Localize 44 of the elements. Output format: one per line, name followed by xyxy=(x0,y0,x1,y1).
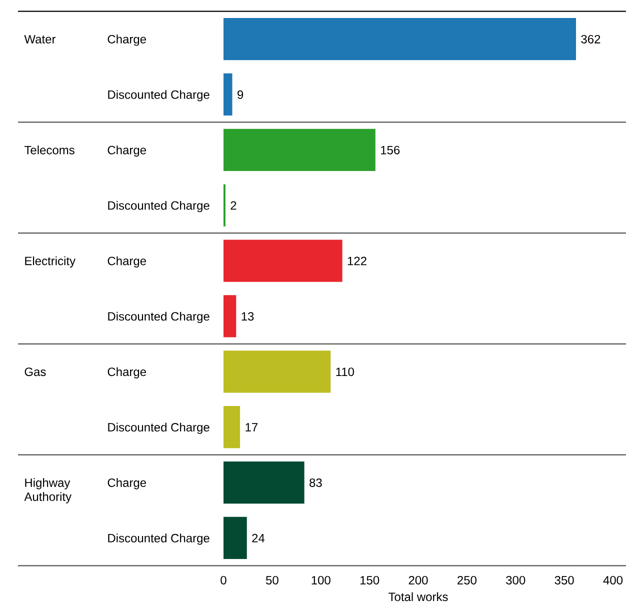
y-tick-label: Charge xyxy=(108,256,146,268)
x-tick-label: 100 xyxy=(312,576,330,584)
x-axis-title: Total works xyxy=(388,592,448,602)
x-tick-label: 150 xyxy=(360,576,380,584)
data-label: 24 xyxy=(252,534,265,542)
y-tick-label: Discounted Charge xyxy=(108,90,210,102)
data-label: 17 xyxy=(246,423,258,432)
text: Gas xyxy=(24,368,46,376)
bar xyxy=(224,350,331,393)
text: Telecoms xyxy=(24,146,74,154)
y-tick-label: Discounted Charge xyxy=(108,534,210,545)
x-tick-label: 200 xyxy=(408,576,428,584)
y-tick-label: Discounted Charge xyxy=(108,200,210,212)
data-label: 9 xyxy=(238,90,244,99)
data-label: 362 xyxy=(581,34,600,44)
bar xyxy=(224,18,576,60)
bar xyxy=(224,128,376,171)
data-label: 83 xyxy=(310,478,322,487)
y-tick-label: Charge xyxy=(108,34,146,46)
text: Electricity xyxy=(25,256,76,268)
x-tick-label: 400 xyxy=(603,576,623,584)
x-tick-label: 250 xyxy=(458,576,476,584)
y-tick-label: Discounted Charge xyxy=(108,312,210,324)
text: Water xyxy=(24,35,56,44)
data-label: 13 xyxy=(242,312,254,321)
x-tick-label: 0 xyxy=(220,576,226,584)
x-tick-label: 350 xyxy=(554,576,574,584)
y-tick-label: Discounted Charge xyxy=(108,422,210,434)
bar xyxy=(224,406,240,448)
bar xyxy=(224,73,232,116)
x-tick-label: 300 xyxy=(506,576,526,584)
data-label: 122 xyxy=(348,256,366,266)
y-tick-label: Charge xyxy=(108,146,146,157)
data-label: 156 xyxy=(381,146,400,154)
bar xyxy=(224,516,247,560)
x-tick-label: 50 xyxy=(266,576,278,584)
bar xyxy=(224,240,342,282)
data-label: 110 xyxy=(336,368,354,376)
y-tick-label: Charge xyxy=(108,478,146,490)
y-tick-label: Charge xyxy=(108,367,146,378)
text: Highway Authority xyxy=(24,478,72,504)
bar xyxy=(224,461,304,504)
bar xyxy=(224,295,236,338)
data-label: 2 xyxy=(230,201,236,210)
